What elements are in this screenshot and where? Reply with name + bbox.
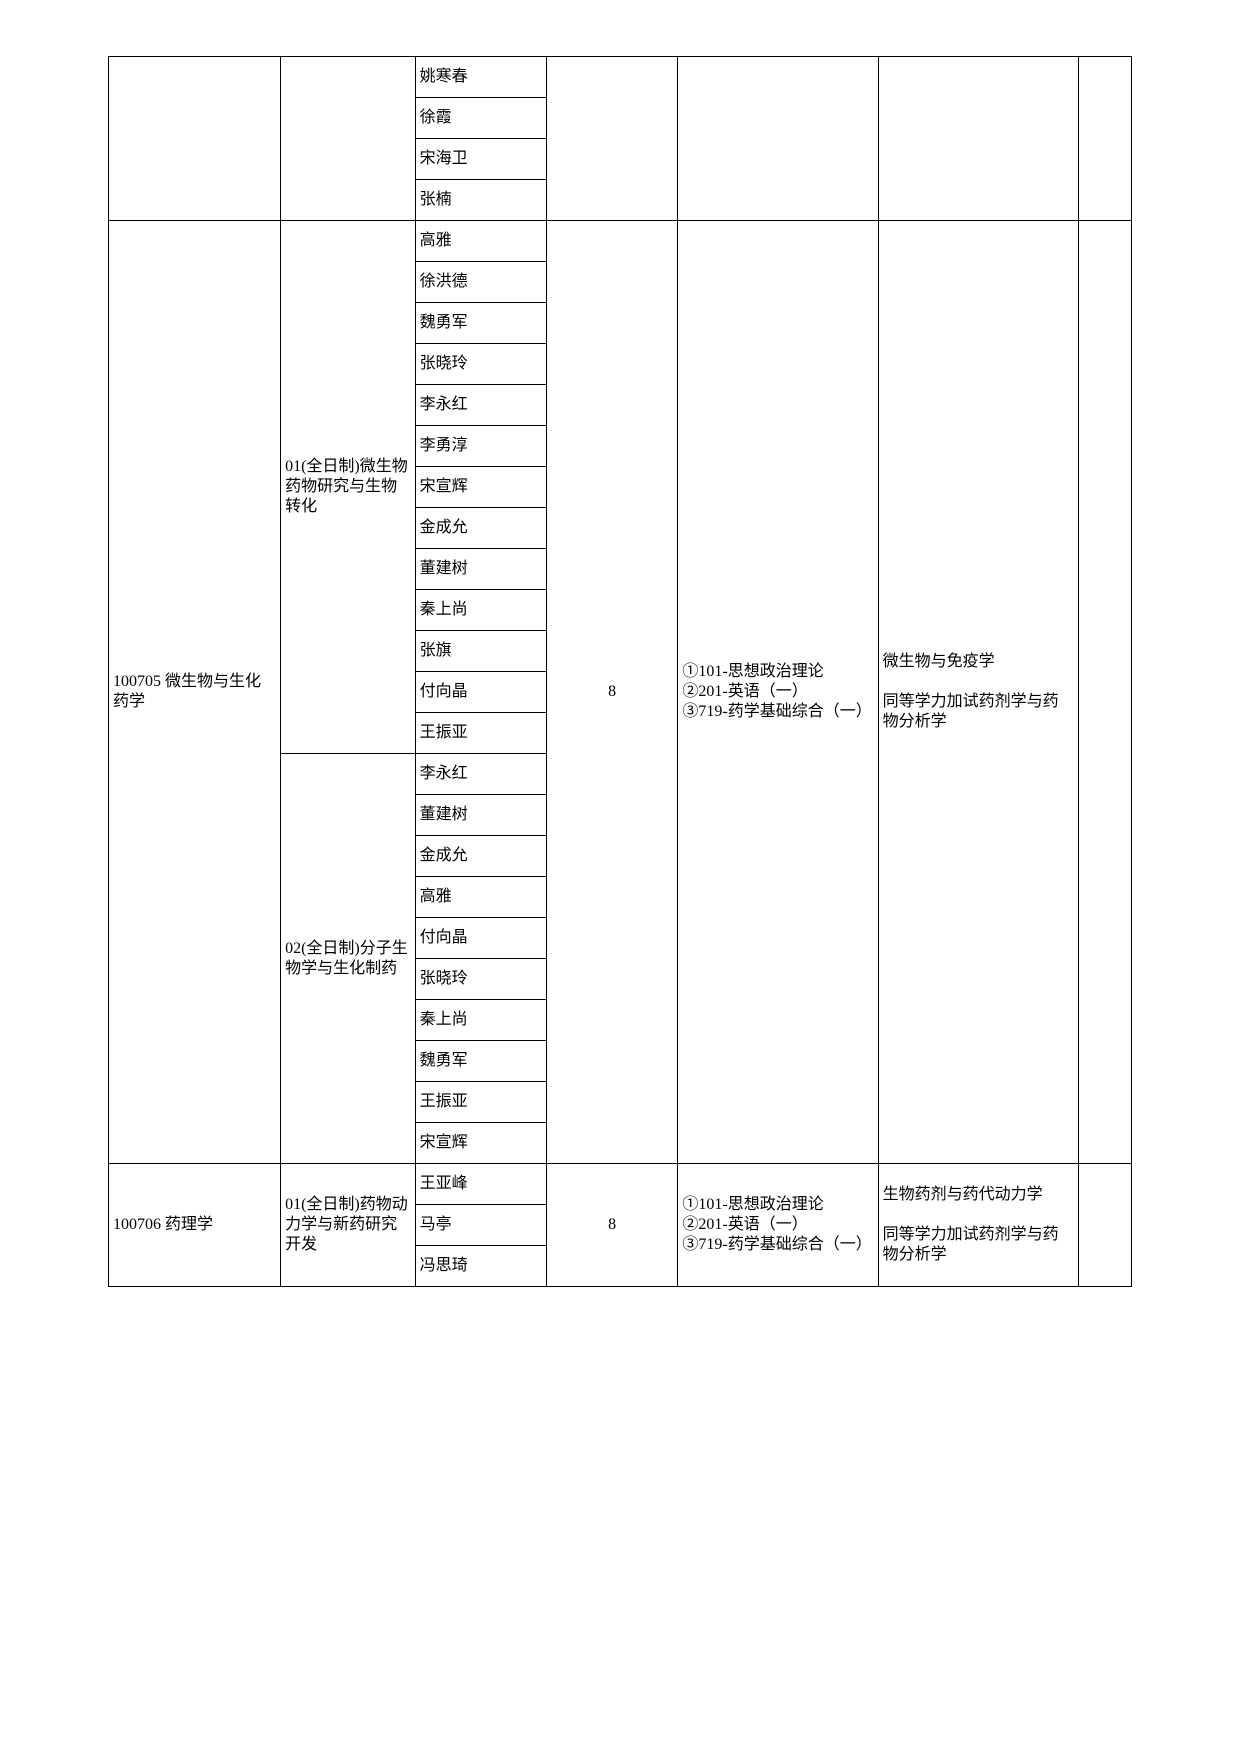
table-cell: 李永红 — [415, 385, 546, 426]
table-cell: 金成允 — [415, 508, 546, 549]
table-cell: 魏勇军 — [415, 303, 546, 344]
table-cell: 姚寒春 — [415, 57, 546, 98]
table-cell: 王振亚 — [415, 713, 546, 754]
table-cell — [546, 57, 677, 221]
table-row: 姚寒春 — [109, 57, 1132, 98]
table-cell: 02(全日制)分子生物学与生化制药 — [281, 754, 416, 1164]
table-cell: 秦上尚 — [415, 1000, 546, 1041]
table-cell: 徐洪德 — [415, 262, 546, 303]
table-cell: 宋宣辉 — [415, 467, 546, 508]
table-cell: 宋宣辉 — [415, 1123, 546, 1164]
table-cell: 董建树 — [415, 549, 546, 590]
table-cell: 高雅 — [415, 221, 546, 262]
table-cell: 生物药剂与药代动力学同等学力加试药剂学与药物分析学 — [878, 1164, 1078, 1287]
table-cell: 高雅 — [415, 877, 546, 918]
table-cell: 李永红 — [415, 754, 546, 795]
table-cell: 冯思琦 — [415, 1246, 546, 1287]
table-cell — [878, 57, 1078, 221]
table-cell: 张旗 — [415, 631, 546, 672]
table-cell: 宋海卫 — [415, 139, 546, 180]
table-cell: 8 — [546, 1164, 677, 1287]
table-cell: 马亭 — [415, 1205, 546, 1246]
table-cell: 01(全日制)药物动力学与新药研究开发 — [281, 1164, 416, 1287]
table-cell: 付向晶 — [415, 672, 546, 713]
table-cell: 金成允 — [415, 836, 546, 877]
course-table: 姚寒春徐霞宋海卫张楠100705 微生物与生化药学01(全日制)微生物药物研究与… — [108, 56, 1132, 1287]
table-cell: 徐霞 — [415, 98, 546, 139]
table-cell — [109, 57, 281, 221]
table-cell: 8 — [546, 221, 677, 1164]
table-cell — [678, 57, 878, 221]
table-row: 100706 药理学01(全日制)药物动力学与新药研究开发王亚峰8①101-思想… — [109, 1164, 1132, 1205]
table-cell — [1078, 1164, 1131, 1287]
table-cell: 王亚峰 — [415, 1164, 546, 1205]
table-cell: 魏勇军 — [415, 1041, 546, 1082]
table-row: 100705 微生物与生化药学01(全日制)微生物药物研究与生物转化高雅8①10… — [109, 221, 1132, 262]
table-cell: 100706 药理学 — [109, 1164, 281, 1287]
table-cell: 100705 微生物与生化药学 — [109, 221, 281, 1164]
table-cell: 张晓玲 — [415, 344, 546, 385]
table-cell: 张晓玲 — [415, 959, 546, 1000]
table-cell: ①101-思想政治理论②201-英语（一）③719-药学基础综合（一） — [678, 1164, 878, 1287]
table-cell: 张楠 — [415, 180, 546, 221]
table-cell — [1078, 57, 1131, 221]
table-cell — [281, 57, 416, 221]
table-cell: 王振亚 — [415, 1082, 546, 1123]
table-cell: 秦上尚 — [415, 590, 546, 631]
table-cell: 01(全日制)微生物药物研究与生物转化 — [281, 221, 416, 754]
table-cell: ①101-思想政治理论②201-英语（一）③719-药学基础综合（一） — [678, 221, 878, 1164]
table-cell: 微生物与免疫学同等学力加试药剂学与药物分析学 — [878, 221, 1078, 1164]
table-cell — [1078, 221, 1131, 1164]
table-cell: 李勇淳 — [415, 426, 546, 467]
table-cell: 董建树 — [415, 795, 546, 836]
table-cell: 付向晶 — [415, 918, 546, 959]
